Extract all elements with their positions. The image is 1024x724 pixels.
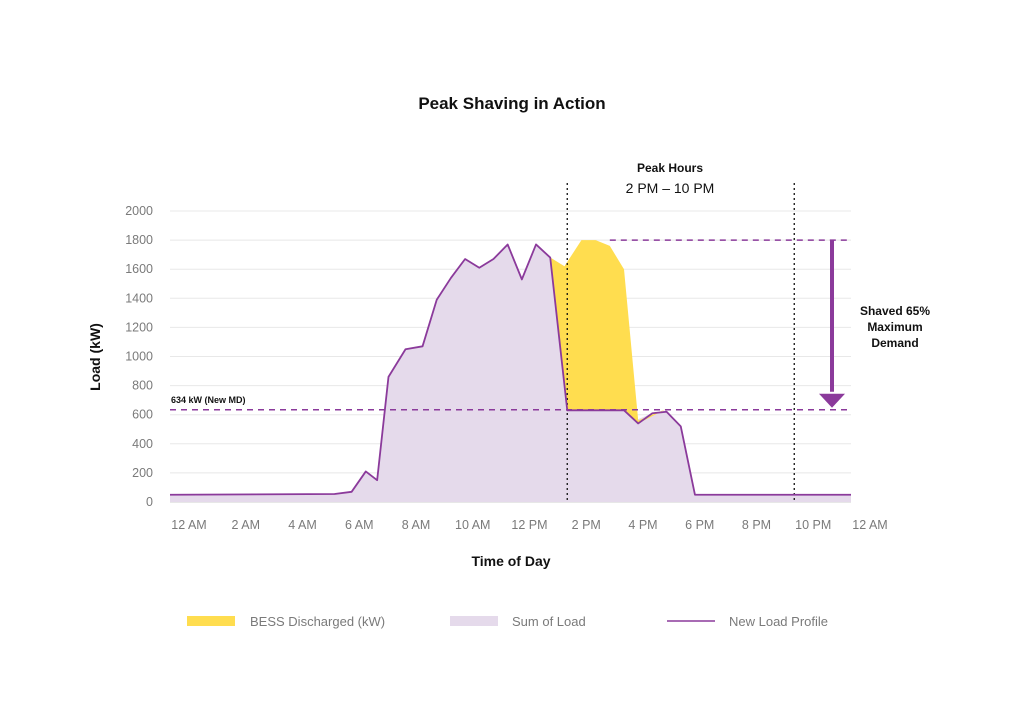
y-tick-label: 0: [146, 495, 153, 509]
peak-hours-range: 2 PM – 10 PM: [626, 180, 715, 196]
y-tick-label: 2000: [125, 204, 153, 218]
new-load-profile-line: [169, 243, 851, 496]
y-axis-title: Load (kW): [87, 323, 103, 391]
x-tick-label: 12 AM: [852, 518, 887, 532]
legend-label-profile: New Load Profile: [729, 614, 828, 629]
x-tick-label: 2 AM: [232, 518, 261, 532]
y-tick-label: 800: [132, 379, 153, 393]
x-tick-label: 10 AM: [455, 518, 490, 532]
shave-note-line-2: Maximum: [867, 320, 922, 334]
bess-discharged-area: [550, 240, 667, 424]
new-md-label: 634 kW (New MD): [171, 395, 246, 405]
shave-arrow-head: [819, 393, 845, 408]
x-tick-label: 12 PM: [511, 518, 547, 532]
x-tick-label: 8 PM: [742, 518, 771, 532]
x-tick-label: 10 PM: [795, 518, 831, 532]
legend-swatch-load: [450, 616, 498, 626]
y-tick-label: 600: [132, 408, 153, 422]
legend: BESS Discharged (kW) Sum of Load New Loa…: [187, 614, 828, 629]
x-tick-label: 12 AM: [171, 518, 206, 532]
y-tick-label: 1000: [125, 350, 153, 364]
shave-note-line-1: Shaved 65%: [860, 304, 930, 318]
legend-label-bess: BESS Discharged (kW): [250, 614, 385, 629]
y-tick-label: 1400: [125, 291, 153, 305]
sum-of-load-area: [170, 244, 851, 502]
x-tick-label: 4 AM: [288, 518, 317, 532]
peak-hours-title: Peak Hours: [637, 161, 703, 175]
x-axis-title: Time of Day: [471, 553, 550, 569]
y-axis-ticks: 0 200 400 600 800 1000 1200 1400 1600 1800 2000: [125, 204, 153, 509]
legend-label-load: Sum of Load: [512, 614, 586, 629]
x-tick-label: 4 PM: [628, 518, 657, 532]
legend-swatch-bess: [187, 616, 235, 626]
y-tick-label: 400: [132, 437, 153, 451]
y-tick-label: 1800: [125, 233, 153, 247]
x-axis-ticks: 12 AM 2 AM 4 AM 6 AM 8 AM 10 AM 12 PM 2 PM 4 PM 6…: [171, 518, 887, 532]
chart-title: Peak Shaving in Action: [418, 94, 605, 113]
x-tick-label: 6 PM: [685, 518, 714, 532]
x-tick-label: 8 AM: [402, 518, 431, 532]
shave-note-line-3: Demand: [871, 336, 918, 350]
x-tick-label: 2 PM: [572, 518, 601, 532]
y-tick-label: 1200: [125, 320, 153, 334]
x-tick-label: 6 AM: [345, 518, 374, 532]
y-tick-label: 1600: [125, 262, 153, 276]
y-tick-label: 200: [132, 466, 153, 480]
